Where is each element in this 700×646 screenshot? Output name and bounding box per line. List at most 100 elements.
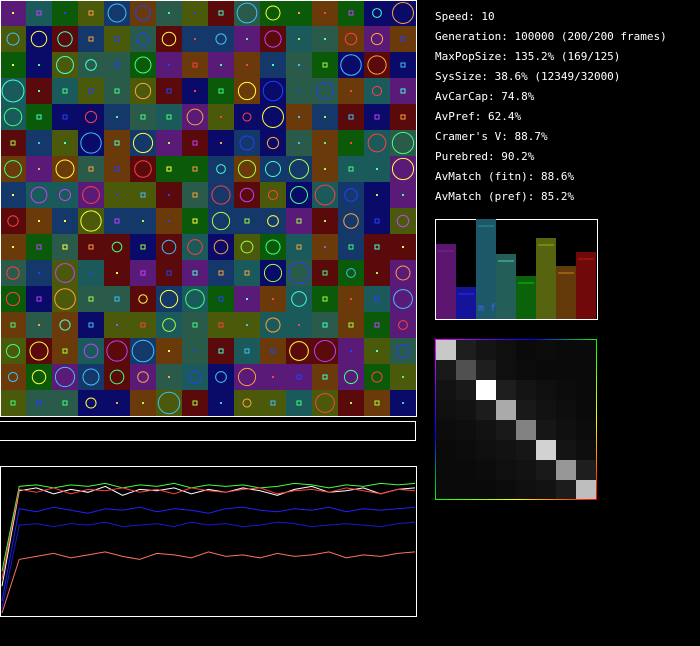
matrix-cell (496, 460, 516, 480)
matrix-cell (436, 480, 456, 500)
matrix-cell (576, 380, 596, 400)
cell (78, 104, 104, 130)
food (244, 218, 250, 224)
cell (52, 234, 78, 260)
matrix-cell (496, 340, 516, 360)
dot (376, 350, 378, 352)
cell (364, 78, 390, 104)
cell (78, 338, 104, 364)
dot (194, 350, 196, 352)
dot (350, 298, 352, 300)
bar (436, 244, 456, 319)
cell (130, 0, 156, 26)
stat: Generation: 100000 (200/200 frames) (435, 30, 667, 43)
creature (185, 289, 205, 309)
cell (182, 286, 208, 312)
matrix-cell (476, 440, 496, 460)
cell (104, 286, 130, 312)
cell (234, 130, 260, 156)
creature (57, 31, 73, 47)
cell (78, 208, 104, 234)
cell (182, 312, 208, 338)
bar (576, 252, 596, 319)
creature (59, 319, 71, 331)
dot (38, 220, 40, 222)
cell (234, 260, 260, 286)
food (322, 296, 328, 302)
cell (208, 78, 234, 104)
cell (312, 260, 338, 286)
creature (391, 131, 415, 155)
food (374, 218, 380, 224)
cell (0, 390, 26, 416)
cell (338, 260, 364, 286)
dot (38, 324, 40, 326)
cell (286, 260, 312, 286)
cell (260, 156, 286, 182)
cell (182, 208, 208, 234)
history-line (1, 485, 416, 587)
creature (372, 8, 382, 18)
food (62, 114, 68, 120)
food (88, 322, 94, 328)
cell (260, 130, 286, 156)
matrix-cell (576, 440, 596, 460)
cell (104, 208, 130, 234)
cell (104, 234, 130, 260)
cell (312, 390, 338, 416)
matrix-cell (576, 340, 596, 360)
history-box (0, 466, 417, 617)
food (192, 192, 198, 198)
food (192, 140, 198, 146)
stat: AvPref: 62.4% (435, 110, 521, 123)
cell (0, 156, 26, 182)
dot (220, 402, 222, 404)
food (192, 62, 198, 68)
stat: Cramer's V: 88.7% (435, 130, 548, 143)
cell (390, 52, 416, 78)
cell (234, 104, 260, 130)
creature (137, 371, 149, 383)
food (192, 218, 198, 224)
food (374, 296, 380, 302)
cell (78, 312, 104, 338)
matrix-cell (556, 480, 576, 500)
cell (260, 260, 286, 286)
cell (78, 0, 104, 26)
world-border (0, 0, 417, 417)
dot (350, 90, 352, 92)
cell (364, 208, 390, 234)
dot (38, 272, 40, 274)
creature (367, 133, 387, 153)
cell (260, 390, 286, 416)
creature (395, 343, 411, 359)
cell (104, 156, 130, 182)
creature (340, 54, 362, 76)
food (166, 166, 172, 172)
creature (80, 210, 102, 232)
stat: AvCarCap: 74.8% (435, 90, 535, 103)
food (322, 322, 328, 328)
creature (56, 56, 74, 74)
cell (182, 182, 208, 208)
food (322, 374, 328, 380)
dot (246, 298, 248, 300)
matrix-cell (456, 400, 476, 420)
dot (12, 64, 14, 66)
matrix-cell (476, 480, 496, 500)
cell (130, 156, 156, 182)
cell (338, 182, 364, 208)
creature (314, 184, 336, 206)
food (322, 270, 328, 276)
cell (78, 78, 104, 104)
cell (390, 208, 416, 234)
food (140, 270, 146, 276)
food (88, 244, 94, 250)
creature (264, 30, 282, 48)
food (62, 88, 68, 94)
cell (0, 208, 26, 234)
food (192, 322, 198, 328)
dot (324, 38, 326, 40)
cell (338, 208, 364, 234)
cell (234, 182, 260, 208)
